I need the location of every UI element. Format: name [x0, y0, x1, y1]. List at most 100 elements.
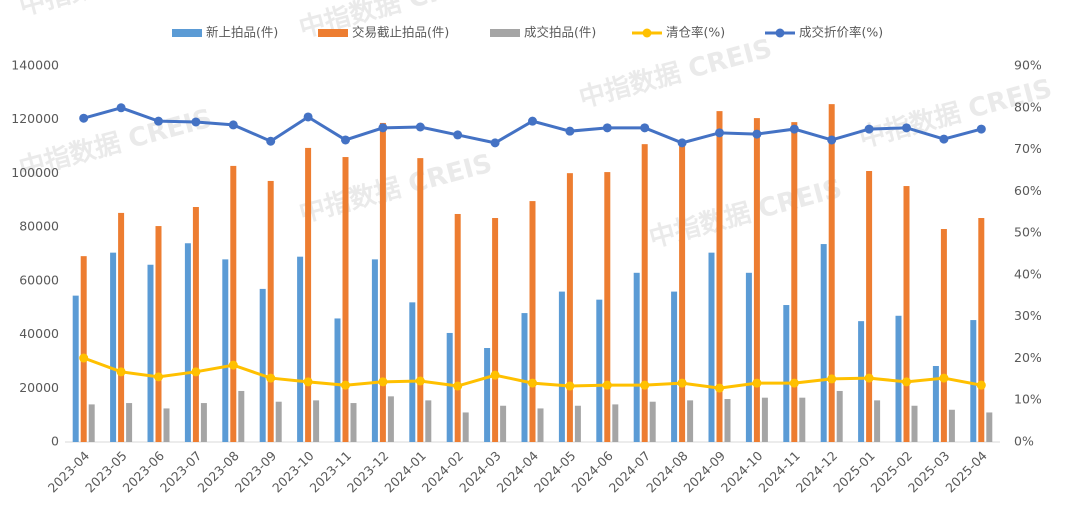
bar	[88, 404, 95, 442]
bar	[371, 259, 378, 442]
legend-label: 成交拍品(件)	[524, 25, 596, 40]
legend-label: 交易截止拍品(件)	[352, 25, 449, 40]
point	[228, 120, 238, 130]
point	[79, 113, 89, 123]
y2-tick-label: 0%	[1014, 434, 1034, 449]
bar	[462, 412, 469, 442]
bar	[978, 218, 985, 442]
bar	[126, 403, 133, 442]
bar	[267, 180, 274, 442]
point	[939, 373, 949, 383]
bar	[761, 397, 768, 442]
bar	[537, 408, 544, 442]
bar	[192, 207, 199, 442]
bar	[903, 186, 910, 442]
point	[752, 378, 762, 388]
y2-tick-label: 70%	[1014, 141, 1042, 156]
bar	[342, 157, 349, 442]
bar	[417, 158, 424, 442]
point	[79, 353, 89, 363]
legend-swatch	[775, 28, 785, 38]
bar	[425, 400, 432, 442]
point	[154, 116, 163, 126]
watermark: 中指数据 CREIS	[296, 149, 495, 229]
bar	[118, 212, 125, 442]
y-tick-label: 100000	[11, 165, 59, 180]
bar	[558, 291, 565, 442]
bar	[350, 403, 357, 442]
y2-tick-label: 60%	[1014, 183, 1042, 198]
y-tick-label: 80000	[19, 219, 59, 234]
point	[602, 380, 612, 390]
bar	[604, 172, 611, 443]
bar	[836, 390, 843, 442]
bar	[446, 332, 453, 442]
bar	[409, 302, 416, 442]
point	[303, 377, 313, 387]
watermark: 中指数据 CREIS	[576, 34, 775, 114]
point	[789, 124, 799, 134]
point	[640, 123, 650, 133]
point	[715, 128, 724, 138]
bar	[633, 272, 640, 442]
legend-label: 成交折价率(%)	[799, 25, 883, 40]
point	[902, 377, 911, 387]
point	[154, 372, 163, 382]
point	[191, 117, 201, 127]
bar	[500, 405, 507, 442]
point	[116, 367, 126, 377]
bar	[574, 405, 581, 442]
bar	[184, 243, 191, 442]
point	[602, 123, 612, 133]
point	[902, 123, 911, 133]
point	[490, 138, 500, 148]
bar	[858, 321, 865, 442]
y2-tick-label: 20%	[1014, 350, 1042, 365]
bar	[484, 348, 491, 442]
point	[528, 378, 537, 388]
bar	[222, 259, 229, 442]
point	[976, 124, 986, 134]
bar	[940, 229, 947, 442]
bar	[895, 315, 902, 442]
bar	[679, 140, 686, 442]
point	[939, 134, 949, 144]
bar	[745, 272, 752, 442]
bar	[305, 147, 312, 442]
bar	[200, 403, 207, 442]
point	[640, 380, 650, 390]
point	[341, 135, 350, 145]
y2-tick-label: 40%	[1014, 266, 1042, 281]
y-tick-label: 120000	[11, 111, 59, 126]
legend-swatch	[642, 28, 652, 38]
legend-label: 清仓率(%)	[666, 25, 725, 40]
bar	[230, 165, 237, 442]
point	[976, 380, 986, 390]
bar	[687, 400, 694, 442]
y-tick-label: 40000	[19, 326, 59, 341]
point	[677, 138, 687, 148]
bar	[828, 104, 835, 442]
x-tick-label: 2025-04	[942, 448, 990, 496]
bar	[72, 295, 79, 442]
y2-tick-label: 30%	[1014, 308, 1042, 323]
y-tick-label: 20000	[19, 380, 59, 395]
bar	[932, 365, 939, 442]
point	[565, 126, 575, 136]
point	[864, 373, 874, 383]
y-tick-label: 60000	[19, 272, 59, 287]
point	[565, 381, 575, 391]
bar	[110, 252, 117, 442]
bar	[334, 318, 341, 442]
bar	[753, 118, 760, 443]
y2-tick-label: 90%	[1014, 58, 1042, 73]
bar	[649, 401, 656, 442]
bar	[163, 408, 170, 442]
bar	[155, 226, 162, 442]
point	[303, 112, 313, 122]
point	[266, 136, 276, 146]
bar	[529, 201, 536, 442]
bar	[259, 288, 266, 442]
bar	[791, 122, 798, 442]
bar	[820, 244, 827, 442]
